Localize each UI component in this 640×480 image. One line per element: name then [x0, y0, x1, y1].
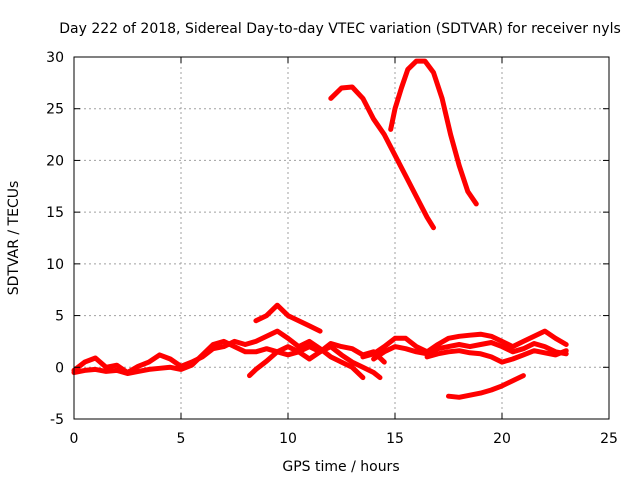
y-tick-label: 25	[46, 102, 64, 118]
series-line-s9	[424, 348, 569, 365]
series-line-s2	[388, 58, 479, 207]
plot-frame	[73, 56, 610, 420]
chart-title: Day 222 of 2018, Sidereal Day-to-day VTE…	[59, 21, 621, 37]
y-tick-label: 30	[46, 50, 64, 66]
tick-labels: 0 5 10 15 20 25 -5 0 5 10 15 20 25 30	[46, 50, 618, 447]
x-tick-label: 10	[279, 431, 297, 447]
y-tick-label: -5	[50, 412, 64, 428]
y-tick-label: 0	[55, 360, 64, 376]
x-axis-label: GPS time / hours	[282, 459, 399, 475]
y-tick-label: 20	[46, 153, 64, 169]
series-line-s6	[247, 341, 387, 379]
axis-ticks	[73, 56, 610, 420]
series-line-s5	[71, 338, 383, 381]
data-traces	[71, 58, 569, 400]
series-line-s7	[360, 328, 569, 360]
y-tick-label: 15	[46, 205, 64, 221]
y-tick-label: 5	[55, 309, 64, 325]
y-axis-label: SDTVAR / TECUs	[6, 181, 22, 296]
x-tick-label: 15	[386, 431, 404, 447]
x-tick-label: 25	[600, 431, 618, 447]
series-line-s10	[446, 373, 526, 400]
x-tick-label: 0	[70, 431, 79, 447]
x-tick-label: 20	[493, 431, 511, 447]
series-line-s1	[328, 84, 436, 231]
series-line-s8	[371, 340, 569, 362]
series-line-s3	[253, 302, 323, 334]
y-tick-label: 10	[46, 257, 64, 273]
x-tick-label: 5	[177, 431, 186, 447]
series-line-s4	[71, 328, 366, 381]
